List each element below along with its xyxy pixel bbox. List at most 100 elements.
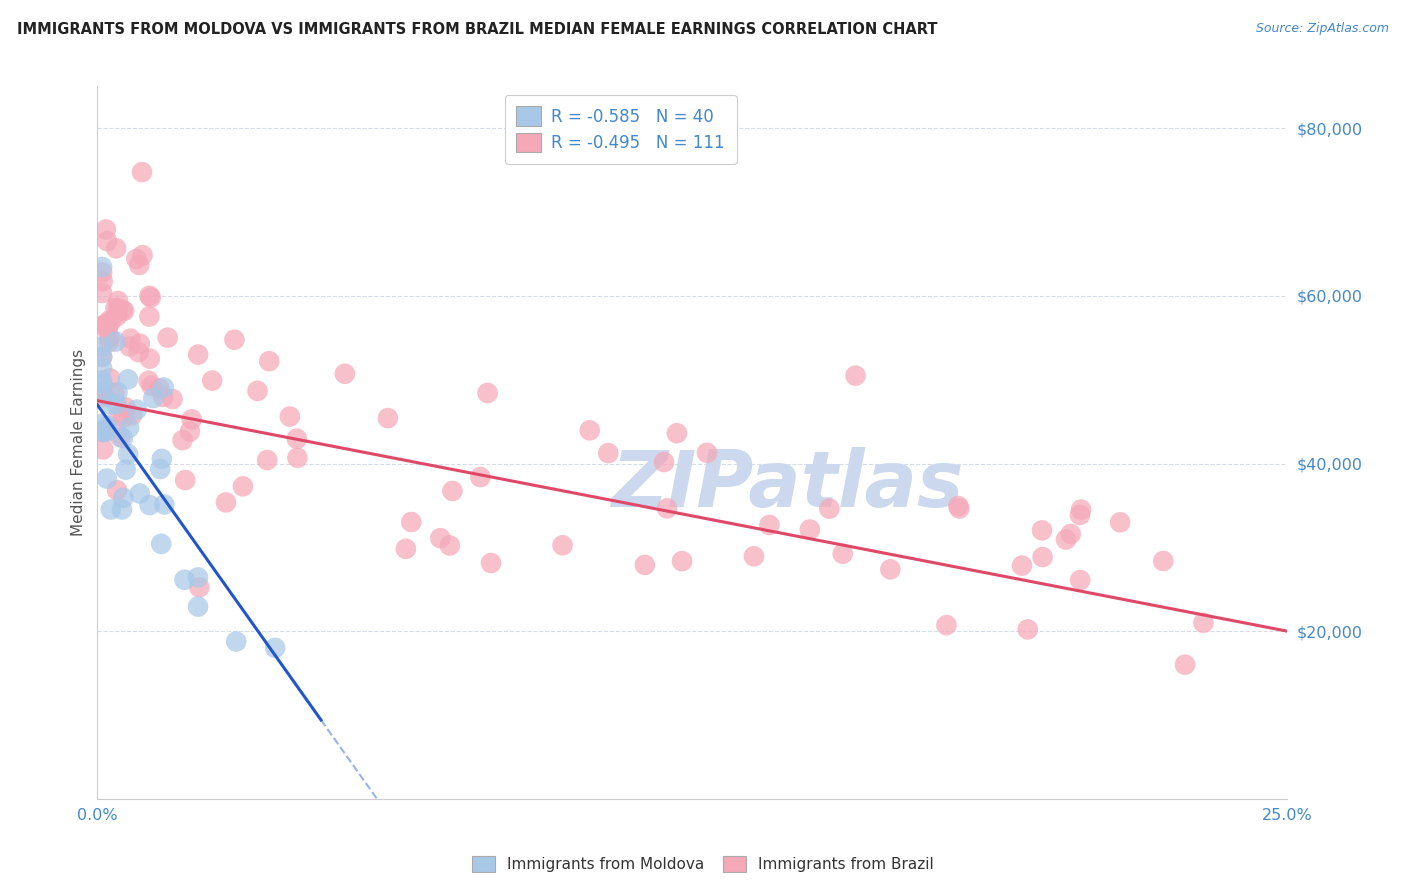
Point: [96, 472, 118, 486]
Point: [91, 384, 114, 399]
Point: [162, 392, 184, 406]
Point: [142, 391, 165, 405]
Point: [188, 580, 211, 594]
Point: [91, 318, 114, 333]
Point: [696, 446, 718, 460]
Point: [172, 433, 194, 447]
Point: [128, 258, 150, 272]
Point: [256, 453, 278, 467]
Point: [91, 350, 114, 364]
Point: [180, 412, 202, 426]
Point: [107, 293, 129, 308]
Point: [91, 265, 114, 279]
Point: [1109, 516, 1132, 530]
Point: [96, 320, 118, 334]
Text: IMMIGRANTS FROM MOLDOVA VS IMMIGRANTS FROM BRAZIL MEDIAN FEMALE EARNINGS CORRELA: IMMIGRANTS FROM MOLDOVA VS IMMIGRANTS FR…: [17, 22, 938, 37]
Point: [201, 374, 224, 388]
Point: [98, 331, 121, 345]
Point: [111, 502, 134, 516]
Point: [187, 599, 209, 614]
Point: [105, 483, 128, 498]
Point: [107, 385, 129, 400]
Point: [879, 562, 901, 576]
Point: [91, 274, 114, 288]
Legend: Immigrants from Moldova, Immigrants from Brazil: Immigrants from Moldova, Immigrants from…: [464, 848, 942, 880]
Point: [138, 498, 160, 512]
Point: [377, 411, 399, 425]
Point: [103, 386, 125, 401]
Point: [152, 390, 174, 404]
Point: [439, 538, 461, 552]
Point: [1011, 558, 1033, 573]
Point: [100, 314, 122, 328]
Point: [117, 372, 139, 386]
Point: [153, 498, 176, 512]
Point: [111, 303, 134, 318]
Point: [91, 425, 114, 439]
Point: [257, 354, 280, 368]
Point: [278, 409, 301, 424]
Point: [333, 367, 356, 381]
Point: [91, 385, 114, 400]
Point: [634, 558, 657, 572]
Point: [91, 376, 114, 391]
Point: [121, 408, 143, 422]
Point: [138, 310, 160, 324]
Point: [1032, 550, 1054, 565]
Point: [652, 455, 675, 469]
Point: [1152, 554, 1174, 568]
Point: [139, 351, 162, 366]
Point: [150, 537, 173, 551]
Point: [799, 523, 821, 537]
Point: [107, 409, 129, 423]
Point: [1069, 508, 1091, 522]
Point: [395, 541, 418, 556]
Point: [105, 241, 128, 255]
Point: [114, 401, 136, 415]
Point: [470, 470, 492, 484]
Point: [98, 313, 121, 327]
Point: [671, 554, 693, 568]
Point: [224, 333, 246, 347]
Text: Source: ZipAtlas.com: Source: ZipAtlas.com: [1256, 22, 1389, 36]
Point: [128, 486, 150, 500]
Point: [131, 248, 153, 262]
Point: [285, 432, 308, 446]
Point: [173, 573, 195, 587]
Point: [117, 447, 139, 461]
Point: [246, 384, 269, 398]
Point: [91, 417, 114, 431]
Point: [1054, 533, 1077, 547]
Point: [742, 549, 765, 564]
Point: [97, 320, 120, 334]
Point: [150, 451, 173, 466]
Point: [215, 495, 238, 509]
Point: [91, 389, 114, 403]
Point: [125, 252, 148, 266]
Point: [1069, 573, 1091, 587]
Point: [477, 386, 499, 401]
Point: [1192, 615, 1215, 630]
Point: [187, 347, 209, 361]
Point: [141, 379, 163, 393]
Point: [153, 380, 176, 394]
Point: [578, 423, 600, 437]
Point: [948, 499, 970, 513]
Point: [105, 397, 128, 411]
Point: [232, 479, 254, 493]
Point: [148, 382, 170, 396]
Point: [401, 515, 423, 529]
Point: [758, 518, 780, 533]
Point: [104, 334, 127, 349]
Point: [91, 340, 114, 354]
Point: [91, 361, 114, 376]
Point: [598, 446, 620, 460]
Point: [174, 473, 197, 487]
Point: [138, 374, 160, 388]
Point: [114, 463, 136, 477]
Point: [844, 368, 866, 383]
Point: [479, 556, 502, 570]
Point: [96, 423, 118, 437]
Point: [120, 332, 142, 346]
Point: [105, 309, 128, 323]
